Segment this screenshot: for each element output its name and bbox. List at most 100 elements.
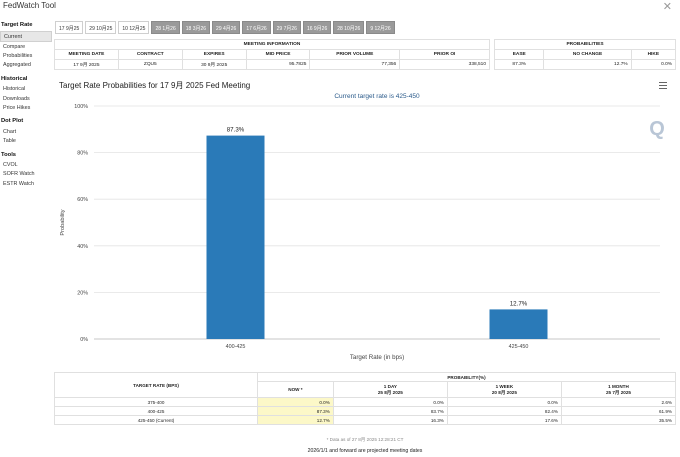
meeting-tab-5[interactable]: 29 4月26 [212,21,241,34]
sidebar-item-current[interactable]: Current [0,31,52,43]
row-now: 12.7% [257,415,334,425]
sidebar-item-probabilities[interactable]: Probabilities [3,52,33,59]
prob-subcol-2: 1 WEEK 20 8月 2025 [446,381,562,398]
row-1week: 17.6% [446,415,562,425]
info-value-contract: ZQU5 [117,59,183,70]
meeting-information-heading: MEETING INFORMATION [54,39,490,50]
sidebar-section-target-rate: Target Rate [1,22,33,28]
meeting-tab-10[interactable]: 9 12月26 [366,21,395,34]
bar-400-425[interactable] [206,135,265,339]
meeting-tab-3[interactable]: 28 1月26 [151,21,180,34]
row-now: 0.0% [257,397,334,407]
meeting-tab-2[interactable]: 10 12月25 [118,21,150,34]
y-tick-label: 40% [77,244,88,250]
y-tick-label: 80% [77,151,88,157]
meeting-tab-4[interactable]: 18 3月26 [181,21,211,34]
row-rate: 425-450 (Current) [54,415,258,425]
close-icon[interactable]: ✕ [662,1,672,13]
info-col-mid-price: MID PRICE [245,49,311,60]
meeting-tab-0[interactable]: 17 9月25 [55,21,84,34]
info-value-prior-oi: 338,510 [399,59,490,70]
data-label: 12.7% [510,300,528,307]
subcol-title: 1 MONTH [608,383,629,389]
sidebar-item-price-hikes[interactable]: Price Hikes [3,104,31,111]
sidebar-item-cvol[interactable]: CVOL [3,162,18,169]
watermark-logo: Q [649,118,665,140]
prob-value-no-change: 12.7% [543,59,632,70]
target-rate-header: TARGET RATE (BPS) [54,372,258,398]
y-axis-title: Probability [60,209,66,235]
probability-history-table: TARGET RATE (BPS) PROBABILITY(%) NOW * 1 … [54,372,677,425]
prob-col-hike: HIKE [630,49,677,60]
meeting-tab-8[interactable]: 16 9月26 [302,21,332,34]
prob-col-no-change: NO CHANGE [543,49,632,60]
sidebar-item-table[interactable]: Table [3,138,16,145]
info-col-contract: CONTRACT [117,49,183,60]
probabilities-table: PROBABILITIES EASE NO CHANGE HIKE 87.3% 12.… [493,39,677,70]
x-tick-label: 425-450 [509,344,529,350]
meeting-tab-7[interactable]: 29 7月26 [272,21,301,34]
prob-value-hike: 0.0% [630,59,677,70]
row-1day: 0.0% [332,397,448,407]
sidebar-section-dot-plot: Dot Plot [1,118,24,125]
prob-value-ease: 87.3% [493,59,545,70]
sidebar-item-chart[interactable]: Chart [3,128,17,135]
subcol-title: NOW * [288,386,303,392]
meeting-tab-1[interactable]: 29 10月25 [85,21,117,34]
x-axis-title: Target Rate (in bps) [350,354,404,361]
chart-subtitle: Current target rate is 425-450 [334,93,420,100]
sidebar-item-compare[interactable]: Compare [3,43,26,50]
row-1month: 2.6% [560,397,677,407]
meeting-date-tabs: 17 9月25 29 10月25 10 12月25 28 1月26 18 3月26 29 … [55,21,395,34]
subcol-date: 25 7月 2025 [605,389,631,395]
x-tick-label: 400-425 [226,344,246,350]
window-title: FedWatch Tool [3,1,56,10]
row-1month: 61.9% [560,406,677,416]
sidebar-item-historical[interactable]: Historical [3,86,26,93]
info-value-meeting-date: 17 9月 2025 [54,59,119,70]
probabilities-heading: PROBABILITIES [494,39,676,50]
projected-dates-note: 2026/1/1 and forward are projected meeti… [307,448,423,454]
info-value-prior-volume: 77,356 [309,59,401,70]
row-1month: 35.5% [560,415,677,425]
row-1week: 0.0% [446,397,562,407]
sidebar-section-tools: Tools [1,151,17,158]
subcol-title: 1 DAY [383,383,397,389]
prob-subcol-3: 1 MONTH 25 7月 2025 [560,381,677,398]
row-1week: 82.4% [446,406,562,416]
sidebar-section-historical: Historical [1,75,28,82]
table-row: 425-450 (Current) 12.7% 16.3% 17.6% 35.5% [54,415,677,425]
y-tick-label: 60% [77,197,88,203]
meeting-tab-6[interactable]: 17 6月26 [242,21,271,34]
probability-bar-chart: Current target rate is 425-450 Q 0% 20% 40% 6… [60,93,665,361]
table-row: 400-425 87.3% 83.7% 82.4% 61.9% [54,406,677,416]
prob-subcol-0: NOW * [257,381,334,398]
chart-title: Target Rate Probabilities for 17 9月 2025… [59,81,251,90]
y-tick-label: 100% [74,104,88,110]
info-col-prior-oi: PRIOR OI [399,49,490,60]
title-bar: FedWatch Tool ✕ [0,0,680,14]
prob-col-ease: EASE [493,49,545,60]
row-1day: 83.7% [332,406,448,416]
sidebar-item-sofr-watch[interactable]: SOFR Watch [3,171,35,178]
data-label: 87.3% [227,127,245,134]
sidebar-item-aggregated[interactable]: Aggregated [3,62,31,69]
probability-header: PROBABILITY(%) [257,372,676,382]
meeting-tab-9[interactable]: 28 10月26 [333,21,365,34]
info-col-meeting-date: MEETING DATE [54,49,119,60]
y-tick-label: 20% [77,290,88,296]
data-as-of-note: * Data as of 27 8月 2025 12:28:21 CT [326,437,404,442]
chart-menu-icon[interactable] [659,82,667,89]
row-1day: 16.3% [332,415,448,425]
info-value-mid-price: 95.7825 [245,59,311,70]
sidebar: Target Rate Current Compare Probabilities Ag… [0,22,52,188]
meeting-information-table: MEETING INFORMATION MEETING DATE CONTRACT… [54,39,490,70]
row-rate: 375-400 [54,397,258,407]
bar-425-450[interactable] [489,309,548,339]
table-row: 375-400 0.0% 0.0% 0.0% 2.6% [54,397,677,407]
row-rate: 400-425 [54,406,258,416]
sidebar-item-estr-watch[interactable]: ESTR Watch [3,180,34,187]
sidebar-item-downloads[interactable]: Downloads [3,95,30,102]
row-now: 87.3% [257,406,334,416]
